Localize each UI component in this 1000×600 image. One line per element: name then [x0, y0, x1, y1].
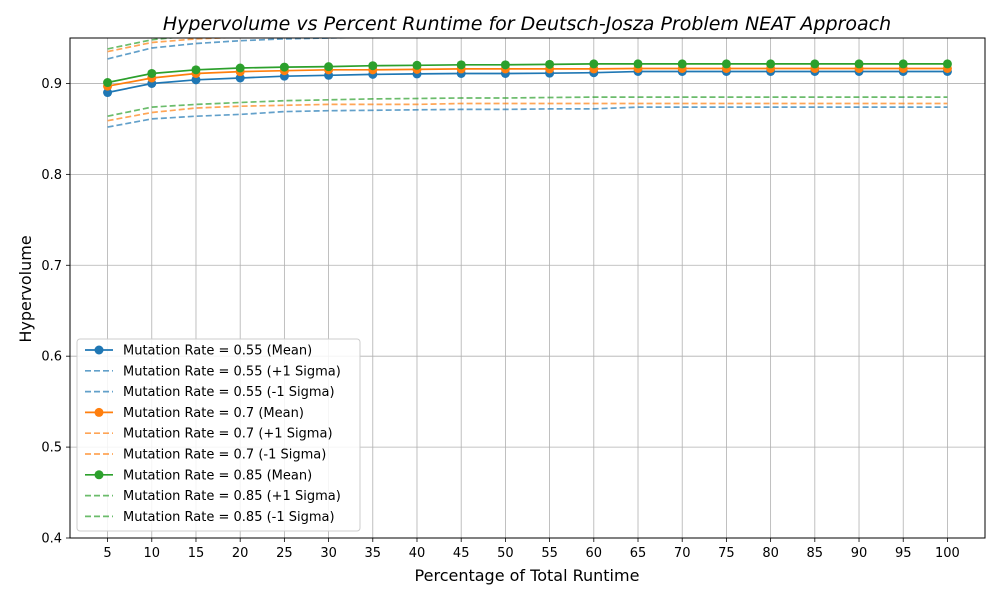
- x-tick-label: 15: [188, 546, 205, 561]
- x-tick-label: 25: [276, 546, 293, 561]
- x-tick-label: 60: [586, 546, 603, 561]
- series-6-point: [899, 59, 908, 68]
- series-6-point: [634, 59, 643, 68]
- x-tick-label: 95: [895, 546, 912, 561]
- series-line-1: [108, 35, 948, 59]
- legend-marker-3: [95, 408, 104, 417]
- series-6-point: [236, 64, 245, 73]
- x-tick-label: 35: [365, 546, 382, 561]
- x-tick-label: 20: [232, 546, 249, 561]
- x-tick-label: 10: [144, 546, 161, 561]
- series-6-point: [810, 59, 819, 68]
- series-6-point: [280, 63, 289, 72]
- legend-label-2: Mutation Rate = 0.55 (-1 Sigma): [123, 385, 335, 400]
- x-tick-label: 50: [497, 546, 514, 561]
- y-axis-label: Hypervolume: [16, 235, 35, 342]
- series-line-0: [108, 72, 948, 93]
- series-6-point: [501, 60, 510, 69]
- series-6-point: [855, 59, 864, 68]
- x-axis-label: Percentage of Total Runtime: [415, 566, 640, 585]
- x-tick-label: 70: [674, 546, 691, 561]
- x-tick-label: 85: [807, 546, 824, 561]
- y-axis-ticks: 0.4 0.5 0.6 0.7 0.8 0.9: [41, 77, 70, 547]
- series-6-point: [589, 59, 598, 68]
- legend-label-1: Mutation Rate = 0.55 (+1 Sigma): [123, 364, 341, 379]
- y-tick-label: 0.4: [41, 532, 62, 547]
- x-tick-label: 90: [851, 546, 868, 561]
- series-6-point: [943, 59, 952, 68]
- x-tick-label: 75: [718, 546, 735, 561]
- series-line-2: [108, 107, 948, 127]
- y-tick-label: 0.8: [41, 168, 62, 183]
- series-6-point: [722, 59, 731, 68]
- series-6-point: [368, 61, 377, 70]
- y-tick-label: 0.9: [41, 77, 62, 92]
- chart-title: Hypervolume vs Percent Runtime for Deuts…: [163, 13, 891, 35]
- x-axis-ticks: 5 10 15 20 25 30 35 40 45 50 55 60 65 70 75 80 85 90 95 100: [103, 538, 959, 561]
- legend-marker-0: [95, 346, 104, 355]
- x-tick-label: 65: [630, 546, 647, 561]
- series-6-point: [766, 59, 775, 68]
- legend-label-0: Mutation Rate = 0.55 (Mean): [123, 344, 312, 359]
- legend: Mutation Rate = 0.55 (Mean) Mutation Rate…: [77, 339, 360, 531]
- x-tick-label: 45: [453, 546, 470, 561]
- series-6-point: [678, 59, 687, 68]
- series-6-point: [412, 61, 421, 70]
- series-6-point: [147, 69, 156, 78]
- x-tick-label: 80: [762, 546, 779, 561]
- series-layer: [103, 31, 952, 127]
- x-tick-label: 40: [409, 546, 426, 561]
- legend-label-8: Mutation Rate = 0.85 (-1 Sigma): [123, 510, 335, 525]
- legend-label-3: Mutation Rate = 0.7 (Mean): [123, 406, 304, 421]
- legend-label-6: Mutation Rate = 0.85 (Mean): [123, 468, 312, 483]
- legend-marker-6: [95, 470, 104, 479]
- legend-label-7: Mutation Rate = 0.85 (+1 Sigma): [123, 489, 341, 504]
- y-tick-label: 0.5: [41, 441, 62, 456]
- x-tick-label: 5: [103, 546, 111, 561]
- series-line-5: [108, 104, 948, 121]
- x-tick-label: 55: [541, 546, 558, 561]
- y-tick-label: 0.7: [41, 259, 62, 274]
- y-tick-label: 0.6: [41, 350, 62, 365]
- series-line-4: [108, 34, 948, 52]
- series-6-point: [545, 60, 554, 69]
- x-tick-label: 100: [935, 546, 960, 561]
- series-6-point: [457, 60, 466, 69]
- series-6-point: [191, 65, 200, 74]
- legend-label-4: Mutation Rate = 0.7 (+1 Sigma): [123, 427, 333, 442]
- series-6-point: [103, 78, 112, 87]
- series-6-point: [324, 62, 333, 71]
- x-tick-label: 30: [320, 546, 337, 561]
- legend-label-5: Mutation Rate = 0.7 (-1 Sigma): [123, 448, 326, 463]
